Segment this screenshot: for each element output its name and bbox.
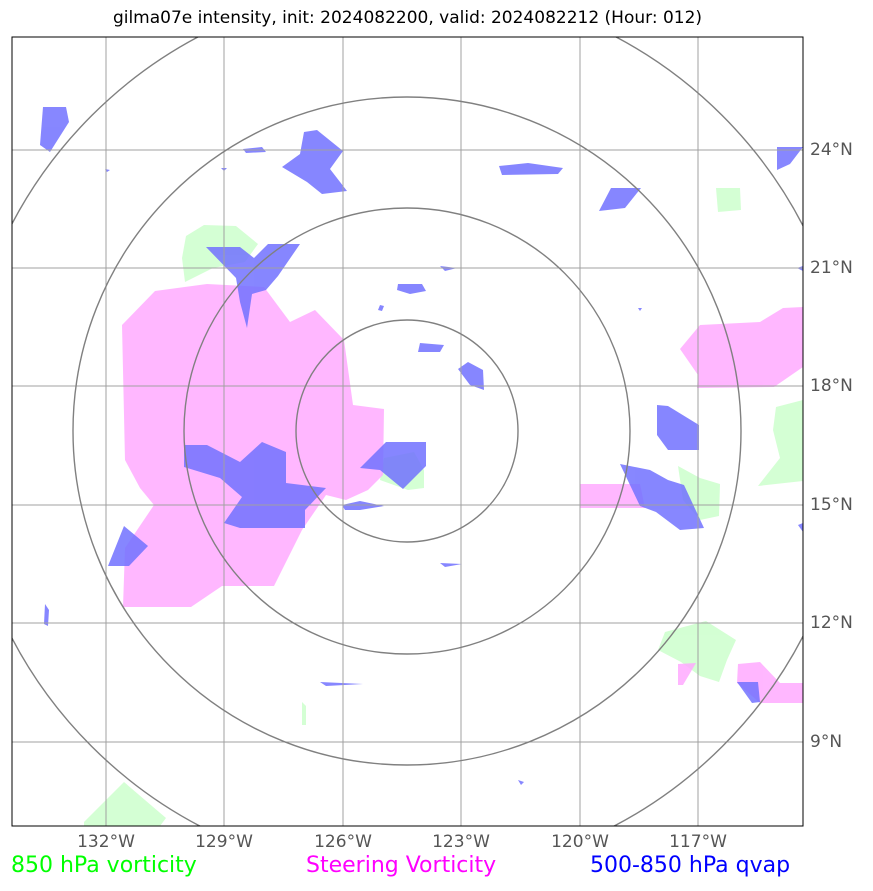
qvap-region [40,107,69,152]
range-ring [72,96,742,766]
qvap-region [798,523,803,532]
map-title: gilma07e intensity, init: 2024082200, va… [112,8,703,28]
qvap-region [378,305,384,311]
qvap-region [320,682,363,686]
longitude-label: 120°W [551,832,609,852]
qvap-region [737,682,760,703]
longitude-label: 126°W [314,832,372,852]
longitude-label: 117°W [669,832,727,852]
qvap-region [657,405,699,450]
range-ring [295,319,519,543]
latitude-gridlines [12,149,803,743]
longitude-label: 129°W [195,832,253,852]
qvap-region [108,526,148,566]
steering-vorticity-region [678,663,696,685]
longitude-label: 123°W [432,832,490,852]
latitude-label: 15°N [810,495,853,515]
qvap-region [397,284,426,294]
steering-vorticity-region [680,307,803,388]
legend-steering-vorticity: Steering Vorticity [306,853,497,878]
vorticity-850-region [716,188,741,212]
range-rings [12,37,803,826]
qvap-region [282,130,347,194]
qvap-region [418,343,444,352]
qvap-region [440,563,462,567]
latitude-label: 24°N [810,140,853,160]
longitude-gridlines [105,37,699,826]
qvap-region [599,188,641,211]
steering-vorticity-region [122,284,384,607]
qvap-region [360,442,426,489]
vorticity-850-region [302,702,306,725]
legend-850-hpa-vorticity: 850 hPa vorticity [11,853,197,878]
qvap-region [518,780,524,785]
vorticity-850-region [84,782,166,826]
qvap-region [184,442,326,528]
vorticity-850-region [658,621,736,682]
qvap-region [499,163,563,175]
vorticity-850-region [758,400,803,486]
qvap-region [44,604,49,626]
latitude-label: 18°N [810,376,853,396]
qvap-region [620,464,704,530]
latitude-label: 9°N [810,732,843,752]
qvap-region [638,308,642,311]
longitude-label: 132°W [77,832,135,852]
qvap-region [458,362,484,390]
map-frame [11,36,804,827]
latitude-label: 21°N [810,258,853,278]
legend-qvap: 500-850 hPa qvap [590,853,791,878]
latitude-label: 12°N [810,613,853,633]
vorticity-850-region [678,466,720,520]
qvap-region [777,147,803,170]
steering-vorticity-region [580,484,645,508]
qvap-region [206,244,300,328]
range-ring [183,207,631,655]
qvap-layer [40,107,803,785]
